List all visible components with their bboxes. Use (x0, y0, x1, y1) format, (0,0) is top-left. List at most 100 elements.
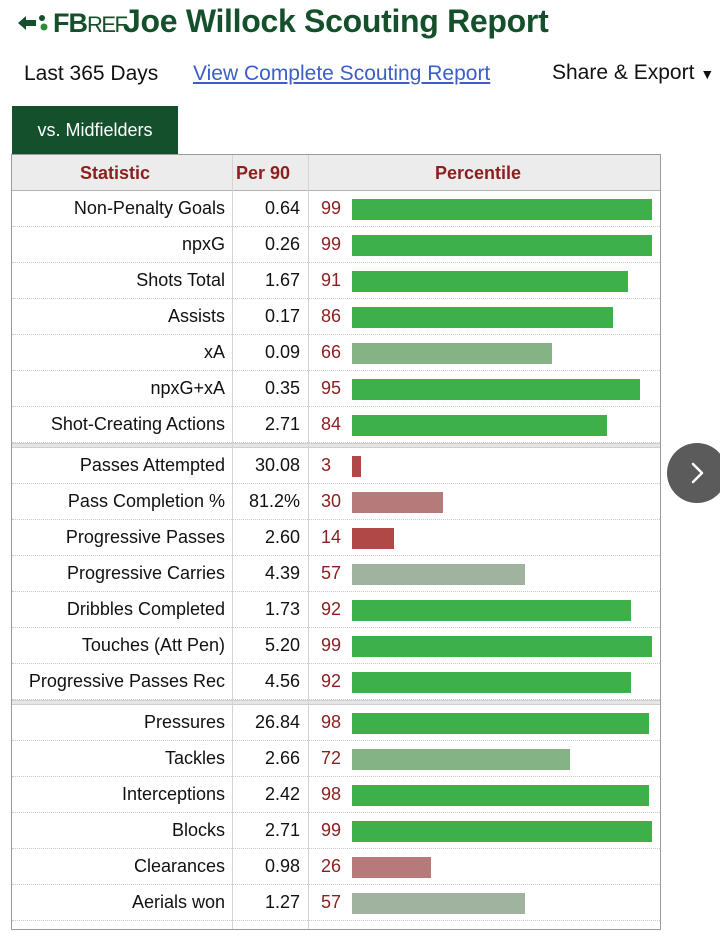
percentile-bar (352, 713, 649, 734)
table-row: npxG 0.26 99 (12, 227, 660, 263)
percentile-value: 3 (321, 455, 332, 475)
per90-value: 0.17 (264, 306, 300, 326)
complete-report-link[interactable]: View Complete Scouting Report (193, 62, 491, 85)
table-row: Pass Completion % 81.2% 30 (12, 484, 660, 520)
report-subnav: Last 365 Days View Complete Scouting Rep… (0, 58, 720, 92)
stat-name: Progressive Carries (66, 563, 225, 583)
stat-name: npxG (181, 234, 225, 254)
chevron-right-icon (691, 462, 704, 484)
percentile-value: 30 (321, 491, 342, 511)
percentile-bar (352, 564, 525, 585)
percentile-value: 14 (321, 527, 342, 547)
per90-value: 0.98 (264, 856, 300, 876)
percentile-value: 99 (321, 198, 342, 218)
per90-value: 26.84 (254, 712, 300, 732)
percentile-bar (352, 857, 431, 878)
period-label: Last 365 Days (24, 62, 159, 85)
percentile-bar (352, 456, 361, 477)
table-row: Assists 0.17 86 (12, 299, 660, 335)
table-row: Shot-Creating Actions 2.71 84 (12, 407, 660, 443)
percentile-bar (352, 785, 649, 806)
per90-value: 4.56 (264, 671, 300, 691)
stat-name: npxG+xA (150, 378, 225, 398)
percentile-value: 99 (321, 820, 342, 840)
percentile-bar (352, 528, 394, 549)
percentile-bar (352, 672, 631, 693)
per90-value: 0.35 (264, 378, 300, 398)
tab-vs-midfielders[interactable]: vs. Midfielders (12, 106, 178, 154)
next-slide-button[interactable] (667, 443, 720, 503)
stat-name: Pressures (143, 712, 225, 732)
table-row: Passes Attempted 30.08 3 (12, 448, 660, 484)
percentile-bar (352, 307, 613, 328)
per90-value: 1.27 (264, 892, 300, 912)
table-row: Progressive Carries 4.39 57 (12, 556, 660, 592)
stat-name: Blocks (171, 820, 225, 840)
stat-name: Dribbles Completed (66, 599, 225, 619)
per90-value: 1.73 (264, 599, 300, 619)
per90-value: 0.64 (264, 198, 300, 218)
percentile-value: 66 (321, 342, 342, 362)
percentile-bar (352, 492, 443, 513)
page-title: Joe Willock Scouting Report (123, 3, 549, 39)
per90-value: 2.66 (264, 748, 300, 768)
stat-name: xA (203, 342, 225, 362)
percentile-value: 99 (321, 234, 342, 254)
percentile-bar (352, 636, 652, 657)
group-separator (12, 443, 660, 448)
percentile-value: 84 (321, 414, 342, 434)
stat-name: Assists (167, 306, 225, 326)
chevron-down-icon: ▼ (700, 66, 715, 82)
percentile-bar (352, 199, 652, 220)
table-row: xA 0.09 66 (12, 335, 660, 371)
percentile-value: 95 (321, 378, 342, 398)
per90-value: 81.2% (248, 491, 300, 511)
per90-value: 2.71 (264, 414, 300, 434)
stat-name: Aerials won (131, 892, 225, 912)
table-row: Aerials won 1.27 57 (12, 885, 660, 921)
scouting-table: Statistic Per 90 Percentile Non-Penalty … (11, 154, 661, 930)
table-row: Pressures 26.84 98 (12, 705, 660, 741)
percentile-value: 57 (321, 892, 342, 912)
percentile-value: 26 (321, 856, 342, 876)
percentile-bar (352, 600, 631, 621)
table-row: Non-Penalty Goals 0.64 99 (12, 191, 660, 227)
percentile-value: 98 (321, 784, 342, 804)
per90-value: 30.08 (254, 455, 300, 475)
per90-value: 2.60 (264, 527, 300, 547)
stat-name: Progressive Passes Rec (28, 671, 225, 691)
table-row: Blocks 2.71 99 (12, 813, 660, 849)
percentile-value: 92 (321, 599, 342, 619)
table-row: Touches (Att Pen) 5.20 99 (12, 628, 660, 664)
per90-value: 2.71 (264, 820, 300, 840)
table-row: Progressive Passes Rec 4.56 92 (12, 664, 660, 700)
table-header: Statistic Per 90 Percentile (12, 155, 660, 191)
fbref-logo[interactable]: FBREF (16, 7, 128, 38)
column-divider (308, 155, 309, 929)
table-row: Clearances 0.98 26 (12, 849, 660, 885)
page-header: FBREF Joe Willock Scouting Report (0, 0, 720, 50)
group-separator (12, 700, 660, 705)
percentile-value: 99 (321, 635, 342, 655)
per90-value: 5.20 (264, 635, 300, 655)
table-row: Dribbles Completed 1.73 92 (12, 592, 660, 628)
col-header-percentile: Percentile (435, 163, 522, 183)
stat-name: Pass Completion % (67, 491, 225, 511)
fbref-logo-icon (18, 15, 48, 31)
stat-name: Interceptions (121, 784, 225, 804)
per90-value: 0.09 (264, 342, 300, 362)
percentile-value: 72 (321, 748, 342, 768)
col-header-per90: Per 90 (236, 163, 291, 183)
logo-wordmark: FBREF (53, 7, 128, 38)
stat-name: Non-Penalty Goals (73, 198, 225, 218)
per90-value: 4.39 (264, 563, 300, 583)
percentile-value: 91 (321, 270, 342, 290)
share-export-menu[interactable]: Share & Export ▼ (552, 61, 714, 85)
stat-name: Shots Total (136, 270, 225, 290)
percentile-bar (352, 749, 570, 770)
table-row: Tackles 2.66 72 (12, 741, 660, 777)
per90-value: 0.26 (264, 234, 300, 254)
stat-name: Tackles (164, 748, 225, 768)
percentile-bar (352, 235, 652, 256)
percentile-value: 98 (321, 712, 342, 732)
